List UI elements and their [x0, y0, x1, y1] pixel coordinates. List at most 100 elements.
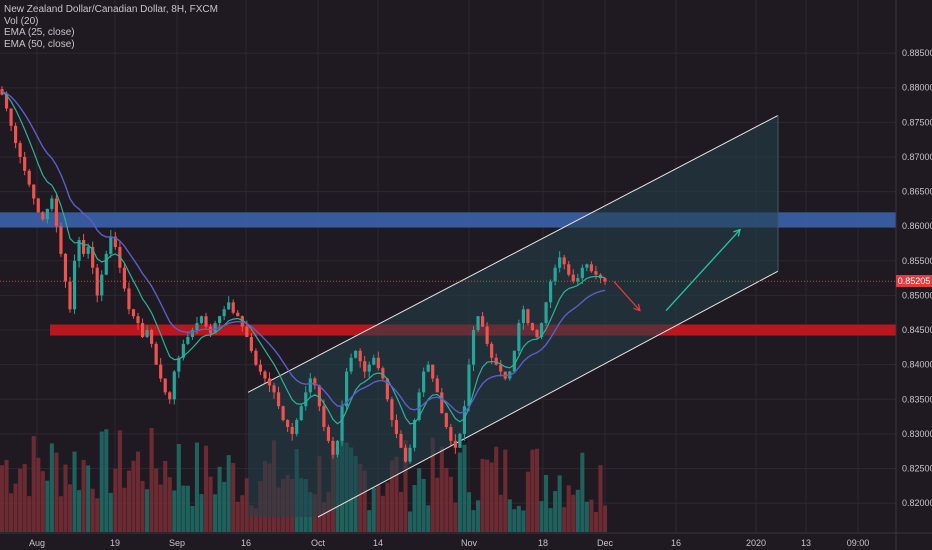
- candle-body: [399, 433, 403, 448]
- volume-bar: [213, 494, 218, 532]
- ema50-indicator-label[interactable]: EMA (50, close): [4, 38, 75, 50]
- candle-body: [177, 357, 181, 372]
- symbol-title[interactable]: New Zealand Dollar/Canadian Dollar, 8H, …: [4, 4, 218, 15]
- candle-body: [122, 267, 127, 289]
- candle-body: [603, 278, 607, 282]
- volume-bar: [521, 510, 526, 532]
- candle-body: [32, 184, 36, 199]
- volume-bar: [571, 494, 576, 532]
- candle-body: [494, 357, 498, 365]
- candle-body: [521, 309, 525, 324]
- projection-arrows[interactable]: [613, 228, 741, 312]
- ema25-line: [1, 91, 606, 425]
- volume-bar: [222, 481, 227, 532]
- candle-body: [403, 447, 408, 462]
- candle-body: [150, 330, 154, 344]
- price-axis[interactable]: 0.88500 0.88000 0.87500 0.87000 0.86500 0.860…: [895, 0, 932, 550]
- volume-bar: [580, 452, 585, 532]
- volume-bar: [398, 491, 404, 532]
- candle-body: [512, 350, 516, 372]
- volume-bar: [503, 449, 508, 532]
- volume-bar: [408, 511, 413, 532]
- time-axis[interactable]: Aug 19 Sep 16 Oct 14 Nov 18 Dec 16 2020 13 09:00: [0, 532, 932, 548]
- volume-bar: [154, 468, 159, 532]
- volume-bar: [18, 468, 23, 532]
- volume-bar: [67, 484, 73, 532]
- candle-body: [535, 330, 539, 337]
- time-tick-label: Nov: [461, 538, 478, 548]
- volume-bar: [158, 484, 163, 532]
- volume-bar: [9, 493, 14, 532]
- candle-body: [576, 278, 580, 282]
- volume-bar: [507, 499, 512, 532]
- volume-indicator-label[interactable]: Vol (20): [4, 15, 39, 27]
- time-tick-label: 18: [538, 538, 548, 548]
- volume-bar: [376, 485, 381, 532]
- candle-body: [567, 264, 571, 275]
- volume-bar: [598, 465, 603, 532]
- candle-body: [267, 378, 272, 386]
- candle-body: [517, 323, 521, 351]
- volume-bar: [145, 489, 150, 532]
- candle-body: [417, 392, 421, 421]
- volume-bar: [172, 490, 177, 532]
- volume-bar: [240, 495, 245, 532]
- volume-bar: [462, 444, 467, 532]
- volume-bar: [58, 496, 63, 532]
- volume-bar: [426, 505, 431, 532]
- volume-bar: [0, 465, 5, 532]
- candle-body: [4, 94, 9, 109]
- volume-bar: [539, 501, 544, 532]
- candle-body: [335, 440, 340, 455]
- candle-body: [299, 406, 303, 421]
- price-tick-label: 0.85500: [902, 256, 932, 266]
- volume-bar: [36, 457, 41, 532]
- volume-bar: [13, 483, 18, 532]
- volume-bar: [476, 500, 481, 532]
- volume-bar: [466, 492, 472, 532]
- candle-body: [435, 378, 439, 393]
- candle-body: [186, 336, 190, 344]
- volume-bar: [122, 487, 127, 532]
- volume-bar: [27, 496, 32, 532]
- volume-bar: [86, 465, 91, 532]
- volume-bar: [22, 464, 27, 532]
- volume-bar: [126, 470, 131, 532]
- candle-body: [236, 312, 240, 317]
- volume-bar: [530, 449, 535, 532]
- ascending-channel[interactable]: [247, 114, 779, 518]
- candle-body: [458, 433, 462, 448]
- volume-bar: [489, 462, 494, 532]
- candle-body: [254, 350, 258, 365]
- candle-body: [367, 364, 371, 372]
- ema50-line: [1, 90, 606, 414]
- candle-body: [290, 426, 294, 434]
- volume-bar: [203, 445, 209, 532]
- volume-bar: [403, 440, 408, 532]
- time-tick-label: Sep: [169, 538, 185, 548]
- channel-upper-line: [247, 114, 779, 393]
- candle-body: [308, 378, 312, 393]
- candle-body: [449, 426, 453, 441]
- volume-bar: [589, 499, 594, 532]
- candle-body: [91, 246, 95, 268]
- candle-body: [263, 371, 267, 379]
- candle-body: [231, 302, 235, 313]
- price-tick-label: 0.82500: [902, 464, 932, 474]
- price-tick-label: 0.83500: [902, 394, 932, 404]
- volume-bar: [163, 460, 168, 532]
- candle-body: [95, 267, 99, 296]
- volume-bar: [131, 460, 136, 532]
- ema25-indicator-label[interactable]: EMA (25, close): [4, 27, 75, 38]
- time-tick-label: Dec: [597, 538, 614, 548]
- candle-body: [317, 385, 321, 407]
- candle-body: [23, 156, 27, 171]
- volume-bar: [31, 436, 36, 532]
- volume-bar: [584, 501, 589, 532]
- volume-bar: [471, 510, 476, 532]
- volume-bar: [185, 485, 190, 532]
- price-tick-label: 0.82000: [902, 498, 932, 508]
- volume-bar: [63, 464, 68, 532]
